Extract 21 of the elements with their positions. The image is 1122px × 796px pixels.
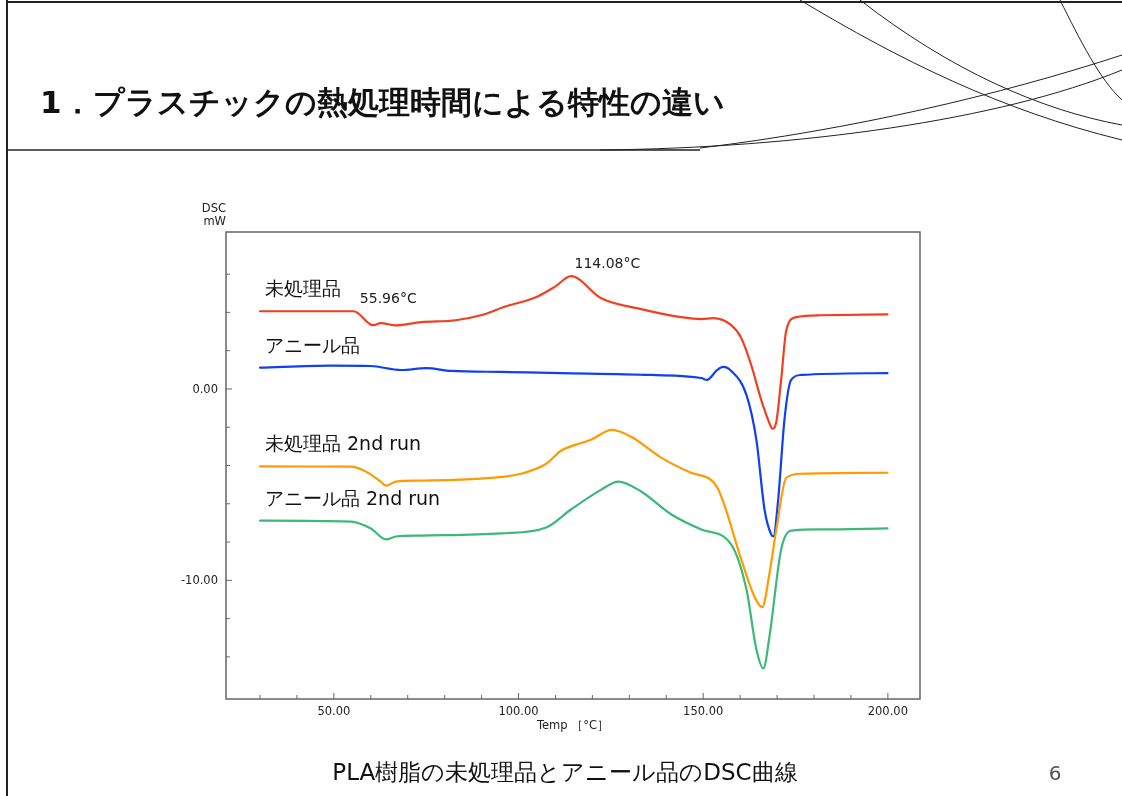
line-series [258,428,889,609]
line-series [258,275,889,430]
x-axis-title: Temp ［°C］ [535,718,610,732]
line-series [258,480,889,670]
y-tick-label: -10.00 [180,573,218,588]
series-label: 未処理品 2nd run [264,432,422,455]
chart-title: 1．プラスチックの熱処理時間による特性の違い [40,84,725,120]
annotation: 55.96°C [359,290,417,307]
y-tick-label: 0.00 [192,381,218,396]
text: 6 [1048,761,1062,785]
series-label: アニール品 2nd run [264,486,441,509]
series-label: 未処理品 [264,277,341,300]
x-tick-label: 100.00 [498,704,539,718]
annotation: 114.08°C [574,255,641,272]
series-label: アニール品 [264,333,360,356]
y-axis-title: DSC mW [201,201,226,228]
x-tick-label: 150.00 [683,704,724,718]
x-tick-label: 50.00 [317,704,351,718]
line-series [258,364,889,538]
x-tick-label: 200.00 [867,704,908,718]
text: PLA樹脂の未処理品とアニール品のDSC曲線 [332,759,798,785]
